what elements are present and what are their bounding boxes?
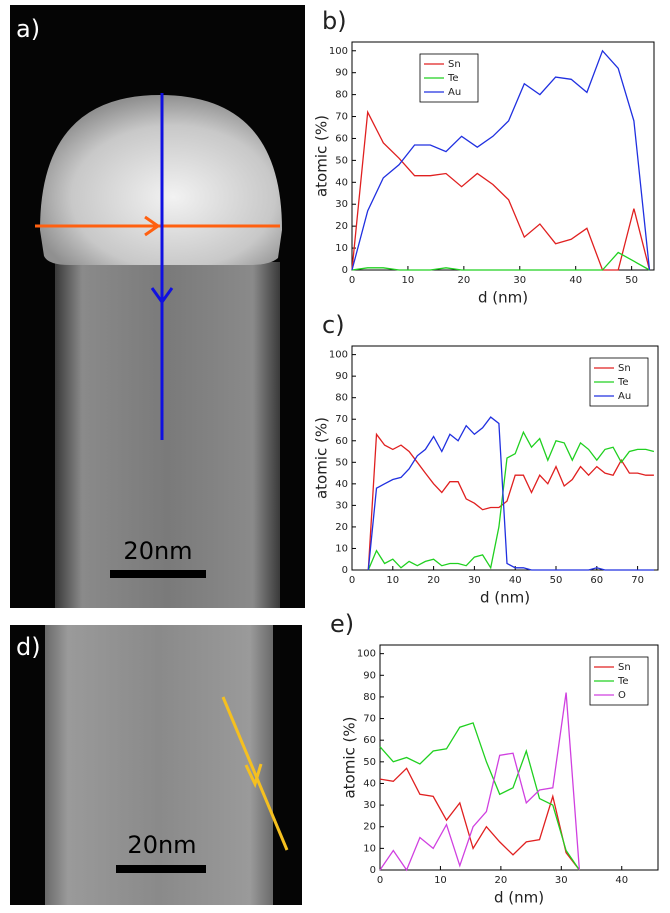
- scale-bar-label: 20nm: [123, 537, 192, 565]
- x-tick-label: 20: [457, 275, 470, 286]
- x-axis-label: d (nm): [478, 289, 528, 307]
- nanowire: [55, 262, 280, 608]
- y-tick-label: 80: [363, 692, 376, 703]
- y-tick-label: 100: [329, 46, 348, 57]
- series-line: [367, 416, 654, 571]
- legend-label: Te: [617, 676, 629, 687]
- x-tick-label: 50: [625, 275, 638, 286]
- arrow-head: [150, 287, 174, 305]
- x-axis-label: d (nm): [494, 889, 544, 907]
- y-axis-label: atomic (%): [313, 417, 331, 499]
- y-tick-label: 60: [335, 133, 348, 144]
- panel-label: b): [322, 7, 347, 35]
- y-tick-label: 10: [335, 243, 348, 254]
- y-tick-label: 40: [335, 479, 348, 490]
- legend-label: Te: [617, 377, 629, 388]
- y-tick-label: 100: [357, 649, 376, 660]
- x-tick-label: 30: [513, 275, 526, 286]
- series-line: [379, 722, 580, 871]
- x-tick-label: 0: [377, 875, 383, 886]
- legend-label: Sn: [448, 59, 461, 70]
- panel-label: a): [16, 15, 40, 43]
- x-tick-label: 0: [349, 275, 355, 286]
- y-tick-label: 40: [363, 778, 376, 789]
- scan-line: [221, 696, 289, 851]
- series-line: [367, 430, 655, 571]
- y-tick-label: 60: [363, 735, 376, 746]
- y-tick-label: 30: [335, 199, 348, 210]
- y-tick-label: 0: [370, 865, 376, 876]
- arrow-head: [244, 763, 263, 789]
- x-tick-label: 10: [434, 875, 447, 886]
- nanowire: [45, 625, 273, 905]
- y-tick-label: 60: [335, 436, 348, 447]
- panel-label: c): [322, 311, 345, 339]
- plot-frame: [379, 644, 659, 871]
- x-tick-label: 30: [468, 575, 481, 586]
- y-tick-label: 80: [335, 90, 348, 101]
- y-tick-label: 0: [342, 265, 348, 276]
- x-tick-label: 30: [555, 875, 568, 886]
- x-tick-label: 60: [590, 575, 603, 586]
- scale-bar: [110, 570, 206, 578]
- y-tick-label: 50: [363, 757, 376, 768]
- series-line: [379, 767, 580, 871]
- x-tick-label: 0: [349, 575, 355, 586]
- y-tick-label: 10: [335, 543, 348, 554]
- series-line: [379, 692, 581, 872]
- legend-label: Au: [448, 87, 461, 98]
- x-tick-label: 10: [386, 575, 399, 586]
- legend-label: Sn: [618, 363, 631, 374]
- legend-label: Au: [618, 391, 631, 402]
- legend-label: Te: [447, 73, 459, 84]
- x-tick-label: 70: [631, 575, 644, 586]
- x-tick-label: 50: [550, 575, 563, 586]
- series-line: [351, 251, 650, 271]
- y-tick-label: 50: [335, 155, 348, 166]
- series-line: [351, 109, 651, 271]
- y-tick-label: 20: [335, 221, 348, 232]
- y-tick-label: 70: [335, 414, 348, 425]
- x-tick-label: 20: [495, 875, 508, 886]
- y-tick-label: 80: [335, 393, 348, 404]
- plot-frame: [351, 345, 659, 571]
- x-tick-label: 40: [615, 875, 628, 886]
- y-tick-label: 20: [335, 522, 348, 533]
- y-tick-label: 70: [363, 714, 376, 725]
- y-tick-label: 0: [342, 565, 348, 576]
- y-tick-label: 30: [363, 800, 376, 811]
- x-tick-label: 10: [402, 275, 415, 286]
- series-line: [351, 49, 651, 271]
- y-tick-label: 100: [329, 350, 348, 361]
- x-tick-label: 40: [509, 575, 522, 586]
- scale-bar-label: 20nm: [127, 831, 196, 859]
- scale-bar: [116, 865, 206, 873]
- arrow-head: [144, 215, 161, 237]
- legend-label: Sn: [618, 662, 631, 673]
- y-tick-label: 10: [363, 843, 376, 854]
- legend-label: O: [618, 690, 626, 701]
- y-axis-label: atomic (%): [341, 716, 359, 798]
- y-tick-label: 30: [335, 500, 348, 511]
- panel-label: d): [16, 633, 41, 661]
- y-tick-label: 40: [335, 177, 348, 188]
- x-axis-label: d (nm): [480, 589, 530, 607]
- y-tick-label: 90: [335, 371, 348, 382]
- y-tick-label: 90: [335, 68, 348, 79]
- y-tick-label: 50: [335, 457, 348, 468]
- y-axis-label: atomic (%): [313, 115, 331, 197]
- y-tick-label: 20: [363, 822, 376, 833]
- x-tick-label: 40: [569, 275, 582, 286]
- series-line: [367, 432, 654, 571]
- panel-label: e): [330, 610, 354, 638]
- x-tick-label: 20: [427, 575, 440, 586]
- y-tick-label: 70: [335, 112, 348, 123]
- y-tick-label: 90: [363, 670, 376, 681]
